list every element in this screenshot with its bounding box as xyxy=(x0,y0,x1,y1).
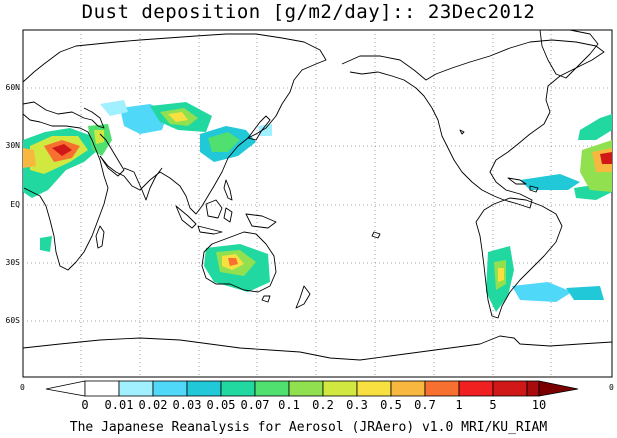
colorbar-label: 0.03 xyxy=(172,398,202,412)
colorbar-label: 0.3 xyxy=(346,398,368,412)
map-frame xyxy=(22,29,613,378)
colorbar-label: 1 xyxy=(455,398,463,412)
colorbar-label: 0 xyxy=(81,398,89,412)
colorbar-high-arrow xyxy=(538,380,579,397)
colorbar-label: 0.07 xyxy=(240,398,270,412)
coast-north-america xyxy=(341,39,605,209)
coast-japan xyxy=(247,115,271,141)
colorbar-label: 5 xyxy=(489,398,497,412)
lat-label-30n: 30N xyxy=(5,141,20,150)
coast-antarctica xyxy=(22,335,613,361)
colorbar-label: 0.7 xyxy=(414,398,436,412)
coast-arabia xyxy=(99,133,125,177)
colorbar-label: 0.05 xyxy=(206,398,236,412)
lon-label-right: 0 xyxy=(609,383,614,392)
coast-greenland xyxy=(539,29,599,79)
coast-india xyxy=(123,167,163,201)
coast-new-zealand xyxy=(295,285,311,309)
colorbar-label: 0.2 xyxy=(312,398,334,412)
colorbar-label: 10 xyxy=(531,398,547,412)
coast-sumatra xyxy=(175,205,197,229)
map-title: Dust deposition [g/m2/day]:: 23Dec2012 xyxy=(81,1,536,23)
coast-philippines xyxy=(223,179,233,201)
lat-label-60s: 60S xyxy=(5,316,20,325)
footer-credit: The Japanese Reanalysis for Aerosol (JRA… xyxy=(69,420,548,435)
coast-borneo xyxy=(205,199,223,219)
coast-new-guinea xyxy=(245,213,277,229)
coast-mediterranean xyxy=(22,101,105,129)
colorbar-label: 0.01 xyxy=(104,398,134,412)
colorbar xyxy=(45,380,579,397)
coast-africa xyxy=(23,149,109,271)
lat-label-60n: 60N xyxy=(5,83,20,92)
coast-australia xyxy=(201,231,277,293)
colorbar-low-arrow xyxy=(45,380,86,397)
coast-south-america xyxy=(475,197,563,319)
dust-atlantic-plume xyxy=(520,174,580,190)
lon-label-left: 0 xyxy=(20,383,25,392)
colorbar-label: 0.02 xyxy=(138,398,168,412)
lat-label-eq: EQ xyxy=(10,200,20,209)
coast-eurasia-north xyxy=(22,33,327,215)
coastlines xyxy=(22,29,613,361)
colorbar-label: 0.1 xyxy=(278,398,300,412)
lat-label-30s: 30S xyxy=(5,258,20,267)
dust-shading xyxy=(23,100,612,312)
colorbar-label: 0.5 xyxy=(380,398,402,412)
